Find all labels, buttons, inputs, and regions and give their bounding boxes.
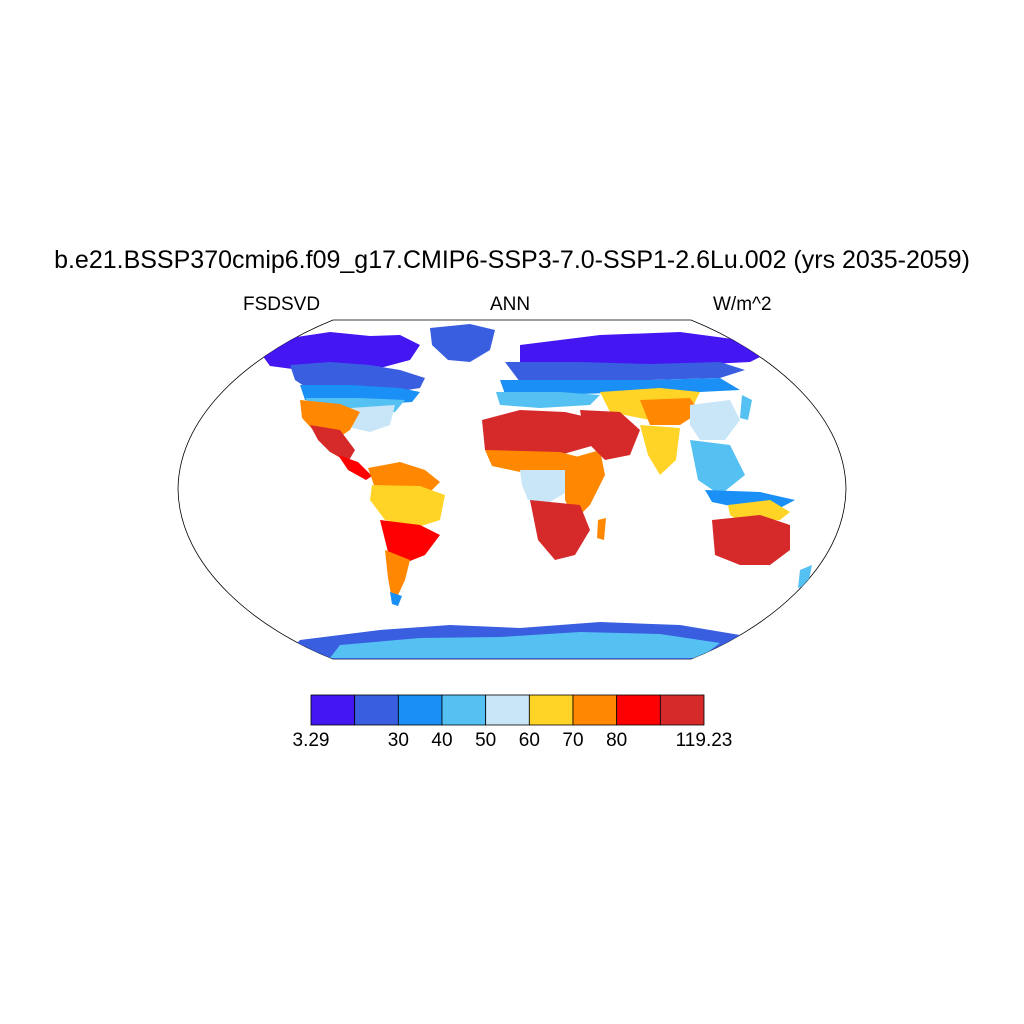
region-north-eurasia <box>505 362 745 382</box>
colorbar-tick-label: 50 <box>475 730 497 751</box>
region-sahel <box>485 450 590 472</box>
region-australia-north <box>728 500 790 522</box>
region-madagascar <box>597 518 606 540</box>
region-australia <box>712 515 790 565</box>
region-north-america-high <box>290 362 425 392</box>
region-south-america-north <box>368 462 440 492</box>
region-north-america-arctic <box>262 332 420 372</box>
region-east-usa <box>350 405 395 432</box>
region-greenland <box>430 324 495 362</box>
region-argentina <box>385 550 410 600</box>
region-europe-south <box>496 392 600 408</box>
season-label: ANN <box>490 294 531 315</box>
colorbar-tick-label: 80 <box>606 730 628 751</box>
units-label: W/m^2 <box>713 294 772 315</box>
region-central-africa <box>520 470 570 502</box>
region-east-africa <box>565 450 605 520</box>
region-sahara <box>482 410 600 458</box>
region-japan <box>740 395 752 420</box>
region-mexico <box>310 425 355 462</box>
colorbar-tick-label: 60 <box>518 730 540 751</box>
region-arctic-eurasia <box>520 332 770 368</box>
chart-title: b.e21.BSSP370cmip6.f09_g17.CMIP6-SSP3-7.… <box>54 246 970 274</box>
colorbar-tick-label: 40 <box>431 730 453 751</box>
region-amazon <box>370 485 445 528</box>
region-tibet <box>640 398 700 425</box>
colorbar-tick-label: 119.23 <box>675 730 733 751</box>
variable-label: FSDSVD <box>243 294 321 315</box>
region-southern-africa <box>530 500 590 560</box>
region-brazil-south <box>380 520 440 565</box>
region-patagonia <box>390 592 402 606</box>
region-middle-east <box>580 410 640 460</box>
region-india <box>640 425 680 475</box>
colorbar-tick-label: 70 <box>562 730 584 751</box>
region-southeast-asia <box>690 440 745 495</box>
colorbar-tick-label: 3.29 <box>292 730 330 751</box>
colorbar-tick-label: 30 <box>387 730 409 751</box>
region-central-america <box>338 455 372 480</box>
region-china-east <box>690 400 740 440</box>
region-antarctica-interior <box>330 632 720 658</box>
